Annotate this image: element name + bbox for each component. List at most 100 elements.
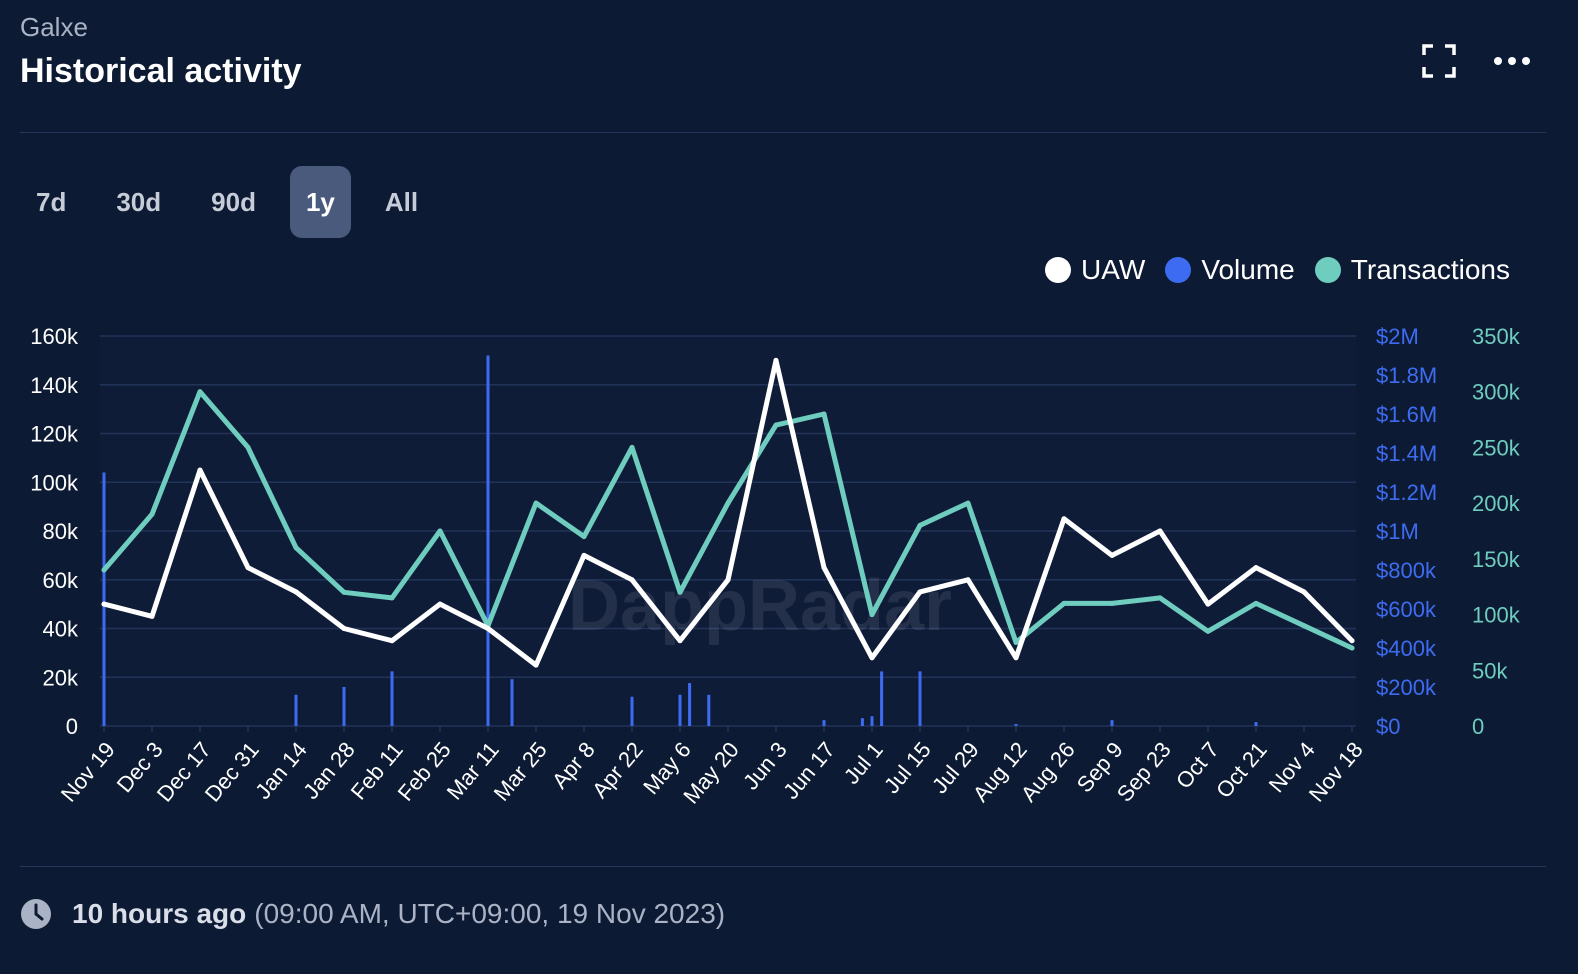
y-left-tick-label: 0 <box>66 714 78 739</box>
transactions-point <box>197 389 203 395</box>
transactions-point <box>773 422 779 428</box>
uaw-point <box>485 626 491 631</box>
legend-item-uaw[interactable]: UAW <box>1045 254 1145 286</box>
y-volume-tick-label: $600k <box>1376 597 1437 622</box>
transactions-point <box>245 444 251 450</box>
uaw-point <box>677 638 683 644</box>
uaw-point <box>389 638 395 644</box>
y-volume-tick-label: $800k <box>1376 558 1437 583</box>
legend-label-transactions: Transactions <box>1350 254 1510 285</box>
time-range-tabs: 7d 30d 90d 1y All <box>20 166 452 238</box>
tab-1y[interactable]: 1y <box>289 166 351 238</box>
page-title: Historical activity <box>20 52 302 90</box>
x-tick-label: Nov 18 <box>1304 737 1368 806</box>
fullscreen-button[interactable] <box>1418 40 1460 82</box>
y-volume-tick-label: $0 <box>1376 714 1400 739</box>
transactions-point <box>1157 595 1163 601</box>
x-tick-label: Jan 14 <box>250 737 312 804</box>
tab-30d[interactable]: 30d <box>116 186 162 217</box>
transactions-point <box>437 528 443 534</box>
uaw-point <box>101 601 107 607</box>
uaw-point <box>869 655 875 661</box>
x-tick-label: Mar 25 <box>489 737 552 806</box>
transactions-point <box>341 589 347 595</box>
y-transactions-tick-label: 50k <box>1472 658 1508 683</box>
x-tick-label: Sep 23 <box>1112 737 1176 806</box>
y-left-tick-label: 40k <box>43 617 79 642</box>
x-tick-label: Jan 28 <box>298 737 360 804</box>
uaw-point <box>581 552 587 558</box>
x-tick-label: Jun 17 <box>778 737 840 804</box>
legend-dot-transactions <box>1314 257 1341 283</box>
transactions-point <box>869 612 875 618</box>
uaw-point <box>533 662 539 668</box>
uaw-point <box>1253 565 1259 571</box>
uaw-point <box>1061 516 1067 522</box>
legend-label-volume: Volume <box>1201 254 1295 285</box>
legend-item-transactions[interactable]: Transactions <box>1314 254 1510 286</box>
y-volume-tick-label: $1.4M <box>1376 441 1437 466</box>
uaw-point <box>1157 528 1163 534</box>
transactions-point <box>1205 628 1211 634</box>
x-tick-label: Jul 15 <box>879 737 936 798</box>
y-transactions-tick-label: 100k <box>1472 603 1521 628</box>
uaw-point <box>917 589 923 595</box>
legend-item-volume[interactable]: Volume <box>1165 254 1295 286</box>
transactions-point <box>1013 639 1019 645</box>
y-volume-tick-label: $1.6M <box>1376 402 1437 427</box>
y-volume-tick-label: $1M <box>1376 519 1419 544</box>
historical-activity-chart[interactable]: 0 20k 40k 60k 80k 100k 120k 140k 160k $0 $200k $400… <box>0 300 1578 860</box>
uaw-point <box>629 577 635 583</box>
x-tick-label: Oct 21 <box>1211 737 1272 803</box>
transactions-point <box>1349 645 1355 651</box>
y-volume-tick-label: $400k <box>1376 636 1437 661</box>
x-tick-label: Apr 22 <box>587 737 648 803</box>
transactions-point <box>293 545 299 551</box>
transactions-point <box>1109 600 1115 606</box>
tab-7d[interactable]: 7d <box>36 186 67 217</box>
uaw-point <box>1013 655 1019 661</box>
transactions-point <box>149 511 155 517</box>
expand-icon <box>1422 44 1456 78</box>
y-volume-tick-label: $2M <box>1376 324 1419 349</box>
transactions-point <box>101 567 107 573</box>
clock-icon <box>21 899 51 929</box>
transactions-point <box>1301 623 1307 629</box>
transactions-point <box>581 534 587 540</box>
y-left-tick-label: 20k <box>43 665 79 690</box>
more-dots-icon <box>1494 57 1530 65</box>
absolute-time: (09:00 AM, UTC+09:00, 19 Nov 2023) <box>254 898 726 929</box>
y-transactions-tick-label: 350k <box>1472 324 1521 349</box>
transactions-point <box>917 522 923 528</box>
transactions-point <box>389 595 395 601</box>
y-left-tick-label: 60k <box>43 568 79 593</box>
legend-label-uaw: UAW <box>1081 254 1146 285</box>
y-transactions-tick-label: 150k <box>1472 547 1521 572</box>
uaw-point <box>821 565 827 571</box>
y-transactions-tick-label: 250k <box>1472 435 1521 460</box>
y-volume-tick-label: $1.2M <box>1376 480 1437 505</box>
transactions-point <box>725 500 731 506</box>
x-tick-label: Dec 31 <box>200 737 264 806</box>
uaw-point <box>341 626 347 631</box>
y-volume-tick-label: $1.8M <box>1376 363 1437 388</box>
uaw-point <box>293 589 299 595</box>
legend-dot-volume <box>1165 257 1192 283</box>
tab-90d[interactable]: 90d <box>211 186 256 217</box>
uaw-point <box>1349 638 1355 644</box>
uaw-point <box>965 577 971 583</box>
legend-dot-uaw <box>1045 257 1072 283</box>
transactions-point <box>1253 600 1259 606</box>
transactions-point <box>1061 600 1067 606</box>
transactions-point <box>965 500 971 506</box>
tab-all[interactable]: All <box>384 186 419 217</box>
uaw-point <box>197 467 203 473</box>
y-transactions-tick-label: 0 <box>1472 714 1484 739</box>
uaw-point <box>149 613 155 619</box>
project-name: Galxe <box>20 12 88 42</box>
header-divider <box>20 132 1546 133</box>
uaw-point <box>1205 601 1211 607</box>
last-updated: 10 hours ago (09:00 AM, UTC+09:00, 19 No… <box>20 898 725 930</box>
uaw-point <box>1109 552 1115 558</box>
more-options-button[interactable] <box>1490 40 1534 82</box>
